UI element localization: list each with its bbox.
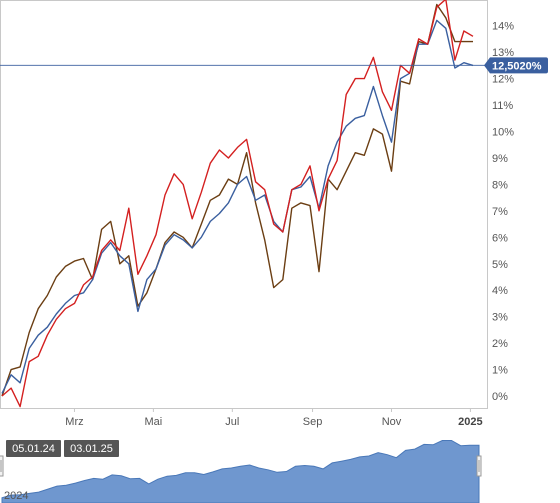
navigator[interactable]: 05.01.24 03.01.25 2024 [0, 436, 560, 503]
y-tick-label: 9% [492, 153, 508, 165]
series-line-1 [1, 0, 474, 408]
current-value-badge [484, 57, 548, 74]
navigator-area [1, 440, 480, 503]
navigator-left-handle[interactable] [0, 455, 4, 477]
y-tick-label: 6% [492, 232, 508, 244]
x-tick-label: Jul [225, 416, 239, 428]
range-end-box[interactable] [64, 440, 119, 457]
y-tick-label: 12% [492, 74, 514, 86]
y-tick-label: 8% [492, 179, 508, 191]
y-tick-label: 13% [492, 47, 514, 59]
y-tick-label: 0% [492, 391, 508, 403]
range-selector[interactable]: 05.01.24 03.01.25 [6, 440, 119, 457]
x-axis: Mrz Mai Jul Sep Nov 2025 [65, 408, 483, 428]
y-tick-label: 4% [492, 285, 508, 297]
x-tick-label: Mrz [65, 416, 83, 428]
y-tick-label: 2% [492, 338, 508, 350]
x-tick-label: Mai [145, 416, 163, 428]
x-tick-label: 2025 [458, 416, 482, 428]
x-tick-label: Nov [382, 416, 402, 428]
y-tick-label: 7% [492, 206, 508, 218]
y-tick-label: 10% [492, 127, 514, 139]
navigator-right-handle[interactable] [476, 455, 482, 477]
current-value-marker: 12,5020% [0, 57, 548, 74]
y-axis: 0% 1% 2% 3% 4% 5% 6% 7% 8% 9% 10% 11% 12% 13% 14% [492, 21, 514, 403]
current-value-label: 12,5020% [492, 60, 542, 72]
series-group [1, 0, 474, 408]
series-line-2 [1, 19, 474, 394]
x-tick-label: Sep [303, 416, 323, 428]
range-start-box[interactable] [6, 440, 61, 457]
y-tick-label: 3% [492, 312, 508, 324]
range-start-label: 05.01.24 [12, 443, 55, 455]
plot-area [0, 0, 488, 409]
plot-frame [0, 0, 488, 409]
range-end-label: 03.01.25 [70, 443, 113, 455]
y-tick-label: 11% [492, 100, 513, 112]
y-tick-label: 5% [492, 259, 508, 271]
y-tick-label: 1% [492, 365, 508, 377]
navigator-year-label: 2024 [4, 490, 28, 502]
y-tick-label: 14% [492, 21, 514, 33]
